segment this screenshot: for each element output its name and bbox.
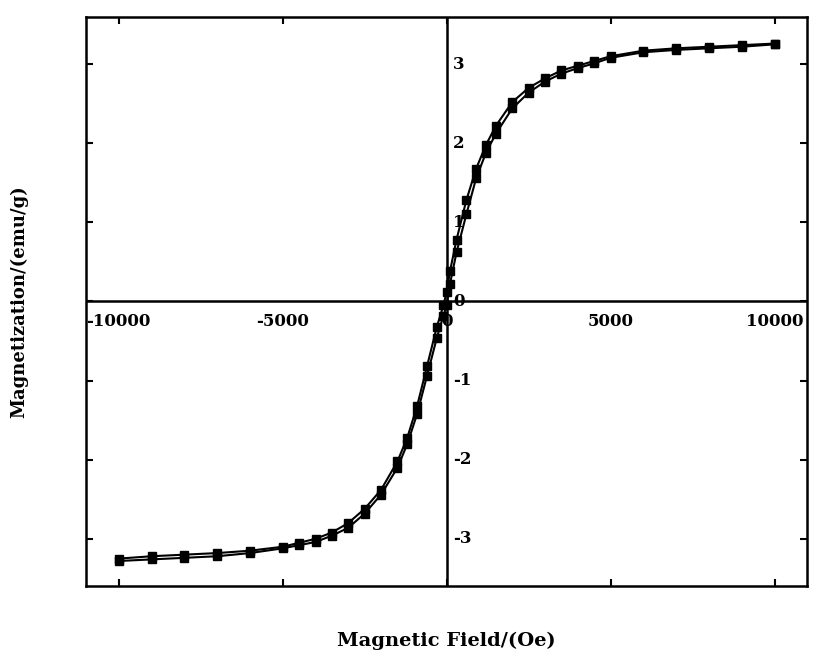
- X-axis label: Magnetic Field/(Oe): Magnetic Field/(Oe): [337, 632, 556, 650]
- Text: 1: 1: [453, 214, 465, 231]
- Text: 5000: 5000: [588, 313, 634, 330]
- Text: -1: -1: [453, 372, 471, 389]
- Text: -3: -3: [453, 530, 471, 547]
- Text: 3: 3: [453, 56, 465, 73]
- Text: 2: 2: [453, 135, 465, 152]
- Text: -5000: -5000: [256, 313, 309, 330]
- Text: -2: -2: [453, 451, 471, 468]
- Text: 10000: 10000: [746, 313, 803, 330]
- Text: 0: 0: [441, 313, 452, 330]
- Text: 0: 0: [453, 293, 465, 310]
- Y-axis label: Magnetization/(emu/g): Magnetization/(emu/g): [10, 185, 28, 418]
- Text: -10000: -10000: [87, 313, 151, 330]
